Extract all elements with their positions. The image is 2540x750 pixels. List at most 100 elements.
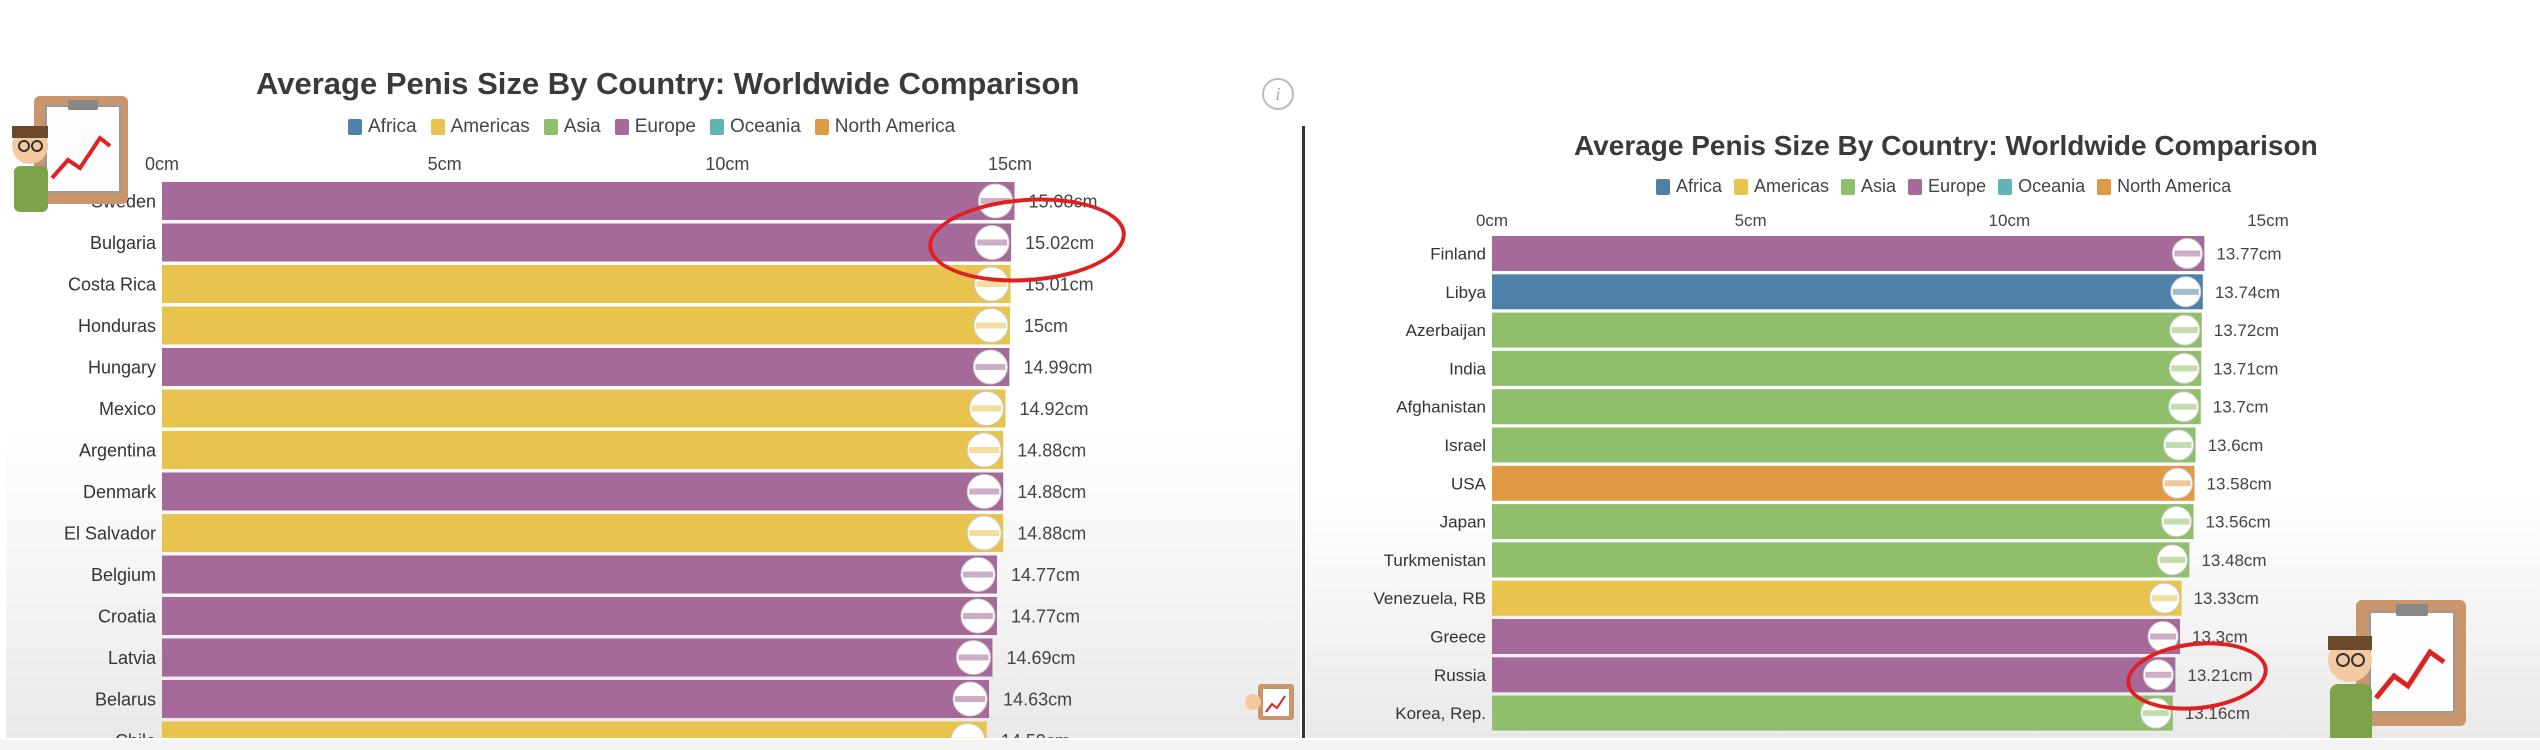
axis-tick-label: 0cm bbox=[145, 154, 179, 174]
category-label: Croatia bbox=[98, 606, 157, 626]
bar bbox=[162, 265, 1011, 303]
category-label: Honduras bbox=[78, 316, 156, 336]
flag-stripe bbox=[2150, 633, 2177, 640]
legend-swatch bbox=[814, 119, 829, 135]
value-label: 13.7cm bbox=[2213, 398, 2269, 417]
axis-tick-label: 15cm bbox=[988, 154, 1032, 174]
left-legend-item[interactable]: Oceania bbox=[710, 116, 801, 138]
legend-label: Oceania bbox=[2018, 176, 2086, 196]
left-legend-item[interactable]: Africa bbox=[348, 116, 417, 138]
bar bbox=[1492, 465, 2195, 501]
left-legend-item[interactable]: North America bbox=[814, 116, 956, 138]
category-label: Korea, Rep. bbox=[1395, 704, 1486, 723]
flag-stripe bbox=[2171, 365, 2198, 372]
left-chart-legend: Africa Americas Asia Europe Oceania North Ame… bbox=[348, 116, 955, 138]
value-label: 14.99cm bbox=[1023, 357, 1092, 377]
legend-label: Oceania bbox=[730, 116, 801, 137]
bar bbox=[162, 514, 1004, 552]
left-legend-item[interactable]: Asia bbox=[543, 116, 601, 138]
right-legend-item[interactable]: Americas bbox=[1734, 176, 1829, 197]
category-label: Hungary bbox=[88, 357, 156, 377]
value-label: 14.63cm bbox=[1003, 689, 1072, 709]
right-legend-item[interactable]: North America bbox=[2097, 176, 2231, 197]
value-label: 14.69cm bbox=[1006, 648, 1075, 668]
flag-stripe bbox=[962, 571, 993, 578]
flag-stripe bbox=[958, 654, 989, 661]
mascot-chart-icon bbox=[12, 96, 128, 212]
category-label: Bulgaria bbox=[90, 233, 157, 253]
category-label: Israel bbox=[1444, 436, 1486, 455]
axis-tick-label: 0cm bbox=[1476, 211, 1508, 230]
bar bbox=[162, 182, 1015, 220]
value-label: 14.77cm bbox=[1011, 606, 1080, 626]
info-icon[interactable]: i bbox=[1262, 78, 1294, 110]
legend-swatch bbox=[348, 119, 362, 135]
flag-stripe bbox=[2159, 556, 2186, 563]
value-label: 14.92cm bbox=[1019, 399, 1088, 419]
bar bbox=[1492, 580, 2182, 616]
value-label: 13.77cm bbox=[2216, 244, 2281, 263]
category-label: Afghanistan bbox=[1396, 398, 1486, 417]
bar bbox=[162, 680, 990, 718]
left-chart-panel: Average Penis Size By Country: Worldwide… bbox=[6, 58, 1300, 738]
flag-icon bbox=[950, 723, 986, 738]
legend-swatch bbox=[1908, 178, 1923, 195]
legend-label: Africa bbox=[368, 116, 417, 137]
legend-label: Americas bbox=[1754, 176, 1830, 196]
flag-stripe bbox=[980, 198, 1011, 204]
bar bbox=[162, 638, 993, 677]
legend-swatch bbox=[1998, 178, 2013, 195]
category-label: Chile bbox=[115, 731, 156, 738]
flag-stripe bbox=[976, 322, 1006, 329]
right-legend-item[interactable]: Asia bbox=[1841, 176, 1896, 197]
axis-tick-label: 5cm bbox=[428, 154, 462, 174]
bar bbox=[1492, 657, 2176, 693]
left-legend-item[interactable]: Americas bbox=[430, 116, 530, 138]
axis-tick-label: 15cm bbox=[2247, 211, 2289, 230]
flag-stripe bbox=[2172, 288, 2199, 295]
bar bbox=[162, 389, 1006, 428]
flag-stripe bbox=[962, 613, 993, 619]
category-label: Turkmenistan bbox=[1384, 551, 1486, 570]
flag-stripe bbox=[952, 737, 983, 738]
legend-label: North America bbox=[834, 116, 956, 137]
legend-swatch bbox=[2097, 178, 2112, 195]
value-label: 14.88cm bbox=[1017, 523, 1086, 543]
axis-tick-label: 10cm bbox=[705, 154, 749, 174]
right-legend-item[interactable]: Africa bbox=[1656, 176, 1722, 197]
category-label: Argentina bbox=[79, 440, 157, 460]
legend-label: Asia bbox=[563, 116, 601, 137]
right-legend-item[interactable]: Europe bbox=[1908, 176, 1986, 197]
flag-stripe bbox=[975, 364, 1006, 370]
left-legend-item[interactable]: Europe bbox=[614, 116, 696, 138]
category-label: USA bbox=[1451, 474, 1487, 493]
bar bbox=[1492, 236, 2205, 271]
value-label: 13.71cm bbox=[2213, 359, 2278, 378]
mascot-small-icon bbox=[1245, 684, 1294, 720]
flag-stripe bbox=[977, 239, 1008, 246]
flag-stripe bbox=[2174, 250, 2201, 257]
category-label: Venezuela, RB bbox=[1374, 589, 1486, 608]
flag-stripe bbox=[2163, 518, 2190, 525]
legend-label: Europe bbox=[1928, 176, 1987, 196]
category-label: Finland bbox=[1430, 244, 1486, 263]
legend-swatch bbox=[1841, 178, 1856, 195]
category-label: Japan bbox=[1440, 513, 1486, 532]
bar bbox=[1492, 695, 2173, 731]
bar bbox=[1492, 504, 2194, 540]
value-label: 13.16cm bbox=[2185, 704, 2250, 723]
flag-stripe bbox=[2164, 480, 2191, 487]
bar bbox=[162, 306, 1010, 345]
right-legend-item[interactable]: Oceania bbox=[1998, 176, 2085, 197]
value-label: 13.6cm bbox=[2208, 436, 2264, 455]
value-label: 14.59cm bbox=[1001, 731, 1070, 738]
bar bbox=[162, 472, 1004, 511]
axis-tick-label: 10cm bbox=[1989, 211, 2031, 230]
right-chart-panel: Average Penis Size By Country: Worldwide… bbox=[1306, 126, 2540, 738]
legend-label: North America bbox=[2117, 176, 2232, 196]
value-label: 13.74cm bbox=[2215, 283, 2280, 302]
category-label: El Salvador bbox=[64, 523, 156, 543]
value-label: 13.56cm bbox=[2206, 513, 2271, 532]
category-label: Belarus bbox=[95, 689, 156, 709]
legend-label: Africa bbox=[1676, 176, 1723, 196]
